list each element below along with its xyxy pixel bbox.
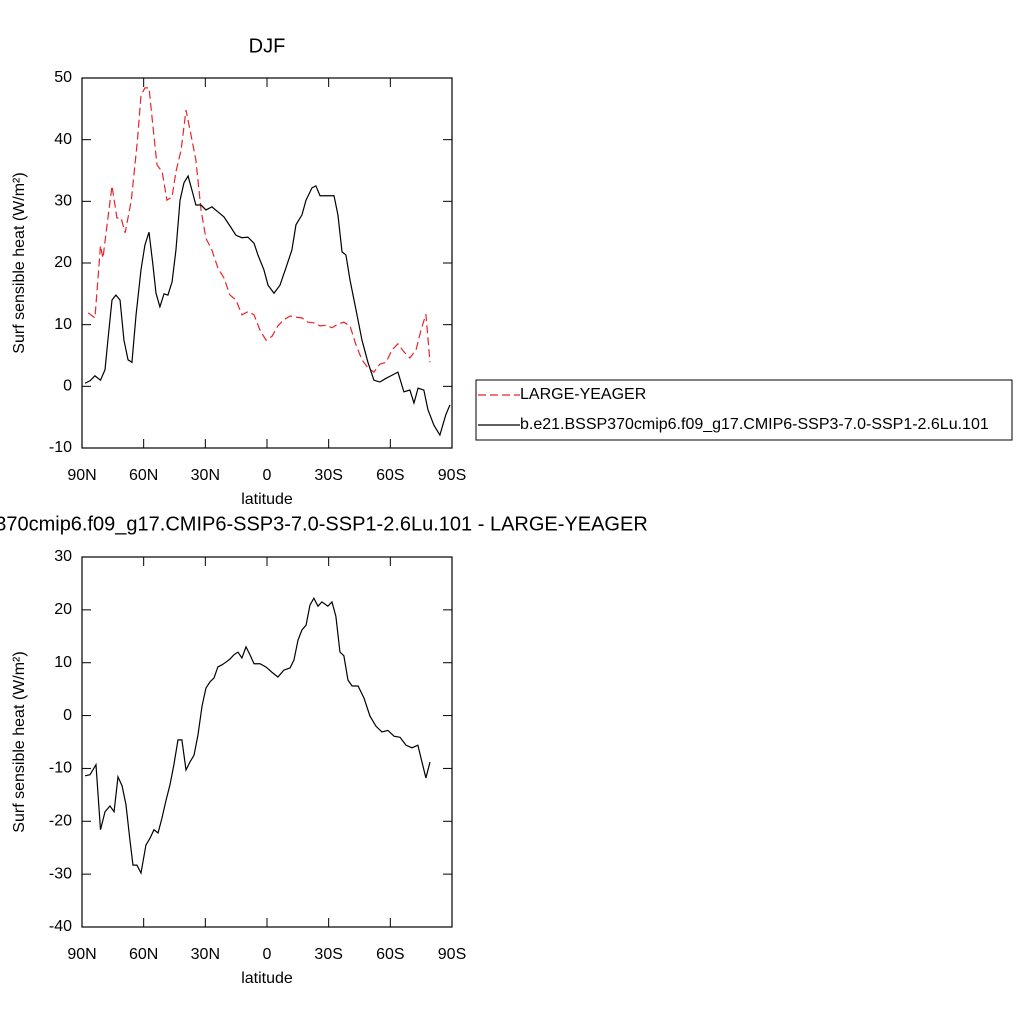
y-tick-label: 0 [63, 707, 72, 724]
x-tick-label: 60S [376, 946, 404, 963]
data-line [84, 174, 451, 437]
y-tick-label: 0 [63, 378, 72, 395]
data-line [84, 596, 431, 875]
y-tick-label: 40 [54, 131, 72, 148]
y-tick-label: -10 [49, 439, 72, 456]
data-line [87, 87, 431, 373]
plot-frame [81, 556, 453, 928]
y-tick-label: 10 [54, 316, 72, 333]
x-tick-label: 30S [314, 946, 342, 963]
y-tick-label: 30 [54, 193, 72, 210]
legend-label: b.e21.BSSP370cmip6.f09_g17.CMIP6-SSP3-7.… [520, 416, 989, 433]
x-axis-label: latitude [241, 491, 293, 508]
legend-label: LARGE-YEAGER [520, 386, 646, 403]
y-tick-label: -10 [49, 760, 72, 777]
chart-title: DJF [249, 35, 286, 57]
x-tick-label: 30S [314, 467, 342, 484]
y-tick-label: 10 [54, 654, 72, 671]
x-axis-label: latitude [241, 970, 293, 987]
x-tick-label: 90S [438, 467, 466, 484]
y-tick-label: 30 [54, 548, 72, 565]
x-tick-label: 60S [376, 467, 404, 484]
x-tick-label: 60N [129, 946, 158, 963]
y-tick-label: -20 [49, 813, 72, 830]
chart-title: b.e21.BSSP370cmip6.f09_g17.CMIP6-SSP3-7.… [0, 513, 648, 535]
y-axis-label: Surf sensible heat (W/m²) [11, 172, 28, 353]
y-axis-label: Surf sensible heat (W/m²) [11, 651, 28, 832]
y-tick-label: 50 [54, 69, 72, 86]
x-tick-label: 60N [129, 467, 158, 484]
y-tick-label: 20 [54, 254, 72, 271]
x-tick-label: 30N [191, 946, 220, 963]
legend-box [475, 379, 1013, 441]
y-tick-label: -30 [49, 865, 72, 882]
x-tick-label: 90N [67, 467, 96, 484]
x-tick-label: 30N [191, 467, 220, 484]
y-tick-label: 20 [54, 601, 72, 618]
x-tick-label: 0 [263, 467, 272, 484]
y-tick-label: -40 [49, 918, 72, 935]
x-tick-label: 90N [67, 946, 96, 963]
plot-frame [81, 77, 453, 449]
x-tick-label: 90S [438, 946, 466, 963]
x-tick-label: 0 [263, 946, 272, 963]
